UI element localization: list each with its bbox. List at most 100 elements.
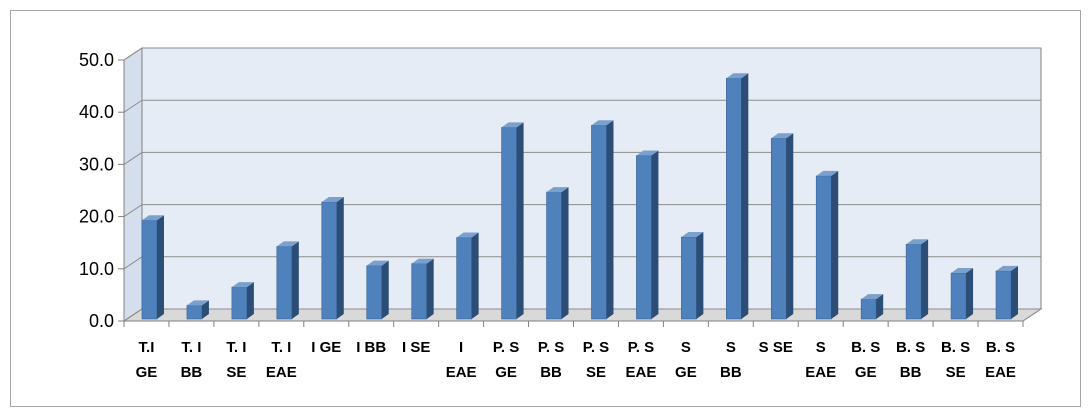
bar xyxy=(591,120,614,320)
bars xyxy=(141,73,1019,320)
bar-front xyxy=(591,124,607,320)
bar-front xyxy=(456,237,472,320)
bar-top xyxy=(501,122,524,128)
bar-front xyxy=(905,243,922,320)
bar-front xyxy=(231,286,248,320)
bar-side xyxy=(966,267,974,319)
bar-top xyxy=(591,120,614,126)
bar-side xyxy=(921,239,929,319)
bar-top xyxy=(546,187,569,193)
bar xyxy=(366,260,389,320)
bar xyxy=(276,241,299,320)
bar-front xyxy=(726,77,742,320)
bar-front xyxy=(366,265,383,320)
bar-side xyxy=(426,258,434,319)
bar xyxy=(770,133,794,320)
bar-top xyxy=(951,267,974,273)
x-category-label: I BB xyxy=(356,339,386,356)
side-wall xyxy=(123,47,143,322)
bar-front xyxy=(546,191,562,320)
bar xyxy=(815,170,839,320)
x-category-label: S BB xyxy=(720,339,742,381)
bar-top xyxy=(906,239,929,245)
x-category-label: I SE xyxy=(402,339,430,356)
bar-side xyxy=(201,300,209,319)
bar xyxy=(860,294,884,320)
y-tick-label: 20.0 xyxy=(79,207,114,227)
bar xyxy=(321,196,344,320)
bar-side xyxy=(1011,265,1019,319)
bar-front xyxy=(770,138,787,320)
bar-top xyxy=(141,215,164,221)
bar-top xyxy=(726,73,749,79)
x-category-label: T. I SE xyxy=(226,339,246,381)
bar-front xyxy=(411,263,427,320)
bar xyxy=(231,282,254,320)
y-tick-label: 40.0 xyxy=(79,102,114,122)
bar xyxy=(501,122,524,320)
bar-top xyxy=(996,265,1019,271)
x-category-label: B. S SE xyxy=(941,339,970,381)
y-tick-label: 50.0 xyxy=(79,50,114,70)
bar-side xyxy=(831,170,839,319)
y-tick-label: 0.0 xyxy=(89,311,114,331)
bar xyxy=(546,187,569,320)
bar-top xyxy=(186,300,209,306)
x-category-label: B. S BB xyxy=(896,339,925,381)
x-category-label: T. I BB xyxy=(181,339,203,381)
x-category-label: I EAE xyxy=(446,339,477,381)
bar xyxy=(681,231,704,320)
bar xyxy=(905,239,929,320)
bar-front xyxy=(860,298,877,320)
x-category-label: S EAE xyxy=(805,339,836,381)
x-category-label: B. S EAE xyxy=(985,339,1016,381)
bar-top xyxy=(771,133,794,139)
bar-side xyxy=(516,122,524,319)
y-axis-ticks: 0.0 10.0 20.0 30.0 40.0 50.0 xyxy=(79,50,114,331)
x-category-label: T. I EAE xyxy=(266,339,297,381)
bar-top xyxy=(231,282,254,288)
x-category-label: P. S BB xyxy=(538,339,564,381)
bar-top xyxy=(276,241,299,247)
bar-front xyxy=(321,201,338,320)
bar-side xyxy=(291,241,299,319)
bar-top xyxy=(861,294,884,300)
x-category-label: P. S SE xyxy=(583,339,609,381)
bar-top xyxy=(636,150,659,156)
bar-front xyxy=(276,246,293,320)
bar-front xyxy=(141,219,158,320)
x-category-label: B. S GE xyxy=(851,339,880,381)
bar xyxy=(186,300,209,320)
bar-top xyxy=(366,260,389,266)
bar-front xyxy=(995,270,1012,320)
bar xyxy=(950,267,974,320)
bar-top xyxy=(411,258,434,264)
bar xyxy=(456,232,479,320)
y-tick-label: 30.0 xyxy=(79,154,114,174)
bar-top xyxy=(456,232,479,238)
bar-top xyxy=(681,231,704,237)
bar-front xyxy=(186,305,203,320)
x-axis-labels: T.I GE T. I BB T. I SE T. I EAE I GE I BB I SE I EAE… xyxy=(136,339,1016,381)
bar-side xyxy=(696,231,704,319)
bar-side xyxy=(876,294,884,319)
bar-side xyxy=(381,260,389,319)
bar-top xyxy=(321,196,344,202)
bar-side xyxy=(246,282,254,319)
bar-top xyxy=(816,170,839,176)
bar-front xyxy=(501,127,517,320)
bar-side xyxy=(471,232,479,319)
bar xyxy=(141,215,164,320)
bar-side xyxy=(741,73,749,319)
bar-side xyxy=(606,120,614,319)
y-tick-label: 10.0 xyxy=(79,259,114,279)
x-category-label: S SE xyxy=(759,339,793,356)
x-category-label: P. S GE xyxy=(493,339,519,381)
bar xyxy=(411,258,434,320)
bar-side xyxy=(561,187,569,319)
bar-side xyxy=(156,215,164,319)
chart-walls xyxy=(122,47,1043,322)
bar xyxy=(726,73,749,320)
